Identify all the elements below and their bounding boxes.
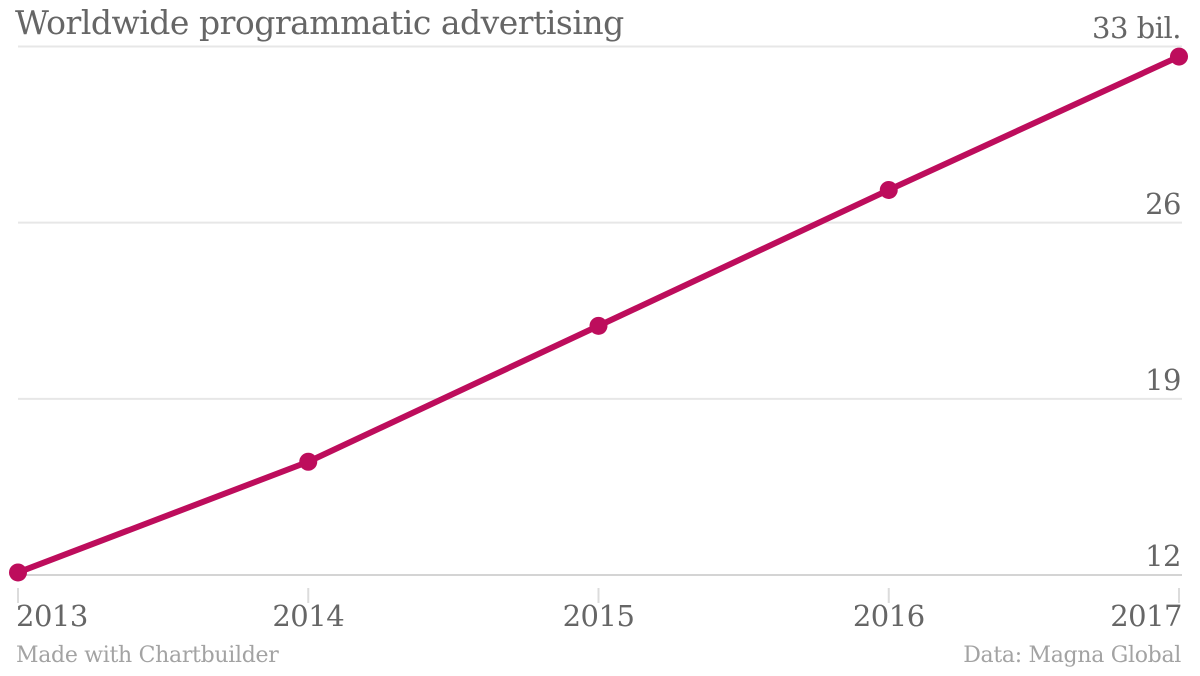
- y-tick-label: 33 bil.: [1092, 10, 1181, 45]
- x-tick-label: 2015: [562, 599, 635, 633]
- x-tick-label: 2014: [272, 599, 345, 633]
- y-tick-label: 12: [1145, 539, 1181, 573]
- x-tick-label: 2016: [852, 599, 925, 633]
- data-point: [9, 563, 27, 582]
- data-point: [299, 452, 318, 471]
- data-point: [879, 180, 898, 199]
- x-tick-label: 2017: [1110, 599, 1182, 633]
- data-point: [589, 316, 608, 335]
- data-point: [1170, 47, 1188, 66]
- data-line: [16, 53, 1181, 576]
- credit-text: Made with Chartbuilder: [16, 643, 279, 668]
- y-tick-label: 19: [1145, 362, 1181, 397]
- x-tick-label: 2013: [16, 599, 88, 633]
- chart-title: Worldwide programmatic advertising: [15, 3, 624, 42]
- source-text: Data: Magna Global: [963, 643, 1181, 668]
- y-tick-label: 26: [1145, 186, 1181, 221]
